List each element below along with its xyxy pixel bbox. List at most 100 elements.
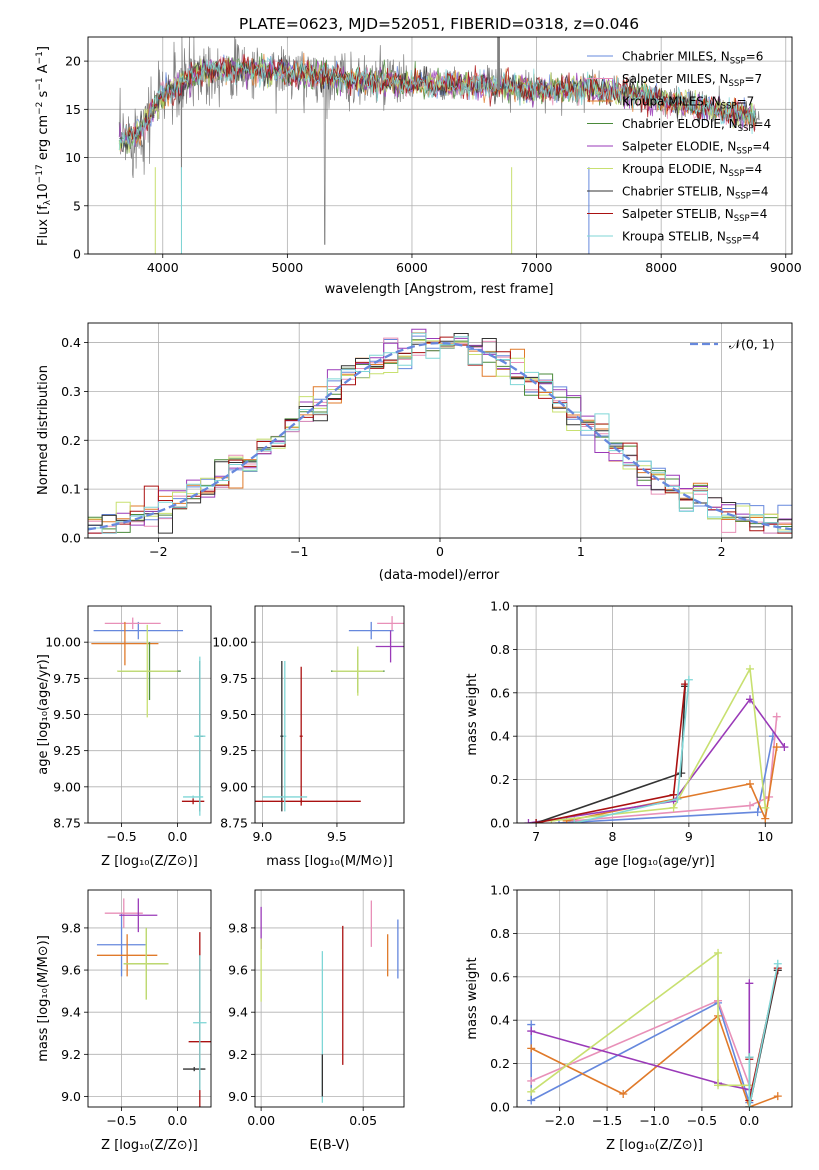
weight-vs-metallicity-chart: −2.0 −1.5 −1.0 −0.5 0.0 0.0 0.2 0.4 0.6 0.8 1.0 Z […	[465, 883, 793, 1153]
axes-frame	[87, 605, 212, 824]
axes-frame	[87, 889, 212, 1108]
legend-entry: Kroupa MILES, NSSP=7	[622, 95, 754, 112]
tick-label-y: 0.0	[61, 531, 81, 546]
tick-label-y: 10	[65, 150, 81, 165]
tick-label-y: 0.2	[490, 772, 510, 787]
plot-area	[88, 328, 792, 534]
legend-entry: Chabrier ELODIE, NSSP=4	[622, 117, 771, 134]
x-axis-label: Z [log₁₀(Z/Z⊙)]	[101, 1138, 198, 1153]
weight-marker	[619, 1089, 628, 1098]
tick-label-x: 2	[718, 544, 726, 559]
tick-label-y: 9.6	[61, 963, 81, 978]
tick-label-y: 9.00	[220, 779, 248, 794]
tick-label-y: 5	[73, 198, 81, 213]
axes-frame	[87, 322, 793, 539]
tick-label-x: 9	[685, 829, 693, 844]
weight-marker	[745, 801, 754, 810]
tick-label-x: 0	[436, 544, 444, 559]
weight-marker	[669, 790, 678, 799]
x-axis-label: (data-model)/error	[379, 568, 500, 583]
weight-marker	[761, 803, 770, 812]
tick-label-y: 10.00	[45, 635, 81, 650]
tick-label-y: 9.75	[220, 671, 248, 686]
plot-area	[91, 617, 206, 816]
weight-marker	[773, 1092, 782, 1101]
legend-entry: Salpeter MILES, NSSP=7	[622, 72, 762, 89]
tick-label-x: −1.0	[639, 1113, 669, 1128]
weight-marker	[780, 743, 789, 752]
weight-marker	[527, 1027, 536, 1036]
tick-label-y: 9.75	[53, 671, 81, 686]
tick-label-y: 0.0	[490, 1100, 510, 1115]
weight-marker	[570, 819, 579, 823]
tick-label-x: 6000	[396, 260, 428, 275]
tick-label-x: 0.05	[349, 1113, 377, 1128]
plot-area	[255, 616, 404, 812]
weight-series-line	[574, 716, 778, 822]
weight-marker	[773, 959, 782, 968]
tick-label-x: −1	[290, 544, 308, 559]
tick-label-x: 8	[609, 829, 617, 844]
weight-marker	[745, 1053, 754, 1062]
tick-label-y: 9.0	[61, 1089, 81, 1104]
legend-entry: Chabrier MILES, NSSP=6	[622, 50, 763, 67]
tick-label-y: 0.1	[61, 482, 81, 497]
x-axis-label: Z [log₁₀(Z/Z⊙)]	[101, 854, 198, 869]
weight-vs-age-chart: 7 8 9 10 0.0 0.2 0.4 0.6 0.8 1.0 age [log₁₀(age/yr…	[465, 599, 793, 869]
tick-label-x: 9.0	[253, 829, 273, 844]
model-spectrum-line	[125, 53, 756, 141]
tick-label-y: 0.8	[490, 926, 510, 941]
mass-vs-metallicity-chart: −0.5 0.0 9.0 9.2 9.4 9.6 9.8 Z [log₁₀(Z/Z⊙)] mas…	[36, 889, 212, 1153]
tick-label-y: 9.4	[61, 1005, 81, 1020]
plot-area	[260, 900, 399, 1103]
weight-marker	[772, 743, 781, 752]
weight-series-line	[530, 983, 751, 1091]
tick-label-x: 9.5	[327, 829, 347, 844]
tick-label-x: 7	[532, 829, 540, 844]
weight-series-line	[530, 951, 750, 1093]
tick-label-x: 8000	[645, 260, 677, 275]
tick-label-y: 0.6	[490, 969, 510, 984]
weight-marker	[745, 664, 754, 673]
weight-marker	[753, 808, 762, 817]
tick-label-y: 9.00	[53, 779, 81, 794]
weight-marker	[673, 795, 682, 804]
y-axis-label: age [log₁₀(age/yr)]	[36, 654, 51, 775]
tick-label-y: 0.4	[490, 729, 510, 744]
x-axis-label: E(B-V)	[309, 1138, 349, 1153]
weight-marker	[745, 779, 754, 788]
tick-label-y: 8.75	[53, 816, 81, 831]
tick-label-y: 0.0	[490, 816, 510, 831]
y-axis-label: mass weight	[465, 957, 480, 1039]
grid	[255, 890, 404, 1107]
weight-marker	[527, 1087, 536, 1096]
tick-label-y: 0.2	[490, 1056, 510, 1071]
normal-reference-curve	[88, 341, 792, 531]
weight-marker	[527, 1096, 536, 1105]
weight-marker	[714, 1081, 723, 1090]
y-axis-label: mass weight	[465, 673, 480, 755]
axes-frame	[516, 889, 793, 1108]
tick-label-y: 9.6	[228, 963, 248, 978]
tick-label-y: 8.75	[220, 816, 248, 831]
tick-label-y: 9.8	[228, 920, 248, 935]
tick-label-x: 1	[577, 544, 585, 559]
y-axis-label: mass [log₁₀(M/M⊙)]	[36, 935, 51, 1062]
tick-label-y: 0.3	[61, 384, 81, 399]
tick-label-y: 0.2	[61, 433, 81, 448]
y-axis-label: Normed distribution	[36, 365, 51, 495]
tick-label-y: 9.0	[228, 1089, 248, 1104]
tick-label-x: 0.0	[168, 1113, 188, 1128]
weight-marker	[714, 948, 723, 957]
legend-entry: 𝒩(0, 1)	[729, 337, 775, 352]
x-axis-label: Z [log₁₀(Z/Z⊙)]	[606, 1138, 703, 1153]
grid	[517, 889, 792, 1108]
tick-label-y: 9.50	[53, 707, 81, 722]
x-axis-label: mass [log₁₀(M/M⊙)]	[266, 854, 393, 869]
tick-label-x: 10	[757, 829, 773, 844]
axes-frame	[254, 605, 405, 824]
spectrum-chart: 4000 5000 6000 7000 8000 9000 0 5 10 15 20 Chabrier…	[35, 36, 802, 297]
tick-label-y: 0	[73, 247, 81, 262]
tick-label-y: 9.2	[61, 1047, 81, 1062]
tick-label-x: 0.00	[247, 1113, 275, 1128]
